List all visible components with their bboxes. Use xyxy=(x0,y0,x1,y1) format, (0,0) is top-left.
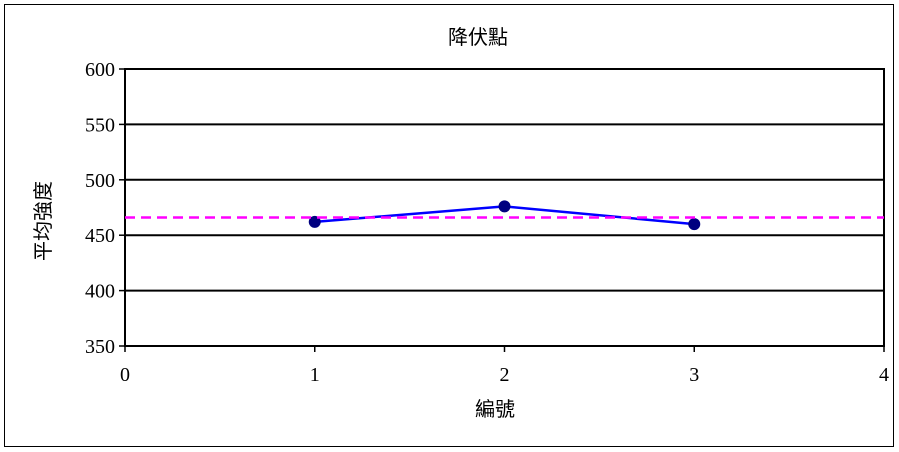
data-point-2 xyxy=(498,200,511,213)
y-tick-label-450: 450 xyxy=(85,225,115,247)
chart-title: 降伏點 xyxy=(448,25,508,49)
x-axis-ticks: 0 1 2 3 4 xyxy=(120,346,889,386)
x-tick-label-4: 4 xyxy=(879,364,889,386)
x-tick-label-1: 1 xyxy=(310,364,320,386)
series-layer xyxy=(125,200,884,231)
y-axis-label: 平均強度 xyxy=(31,181,55,261)
y-tick-label-400: 400 xyxy=(85,281,115,303)
grid-lines xyxy=(125,123,884,292)
x-tick-label-2: 2 xyxy=(500,364,510,386)
y-tick-label-600: 600 xyxy=(85,59,115,81)
x-tick-label-3: 3 xyxy=(689,364,699,386)
x-tick-label-0: 0 xyxy=(120,364,130,386)
x-axis-label: 編號 xyxy=(475,397,515,421)
y-axis-ticks: 350 400 450 500 550 600 xyxy=(85,59,125,358)
y-tick-label-350: 350 xyxy=(85,336,115,358)
y-tick-label-500: 500 xyxy=(85,170,115,192)
y-tick-label-550: 550 xyxy=(85,114,115,136)
data-point-3 xyxy=(688,218,701,231)
chart-frame xyxy=(4,4,894,447)
data-point-1 xyxy=(308,215,321,228)
